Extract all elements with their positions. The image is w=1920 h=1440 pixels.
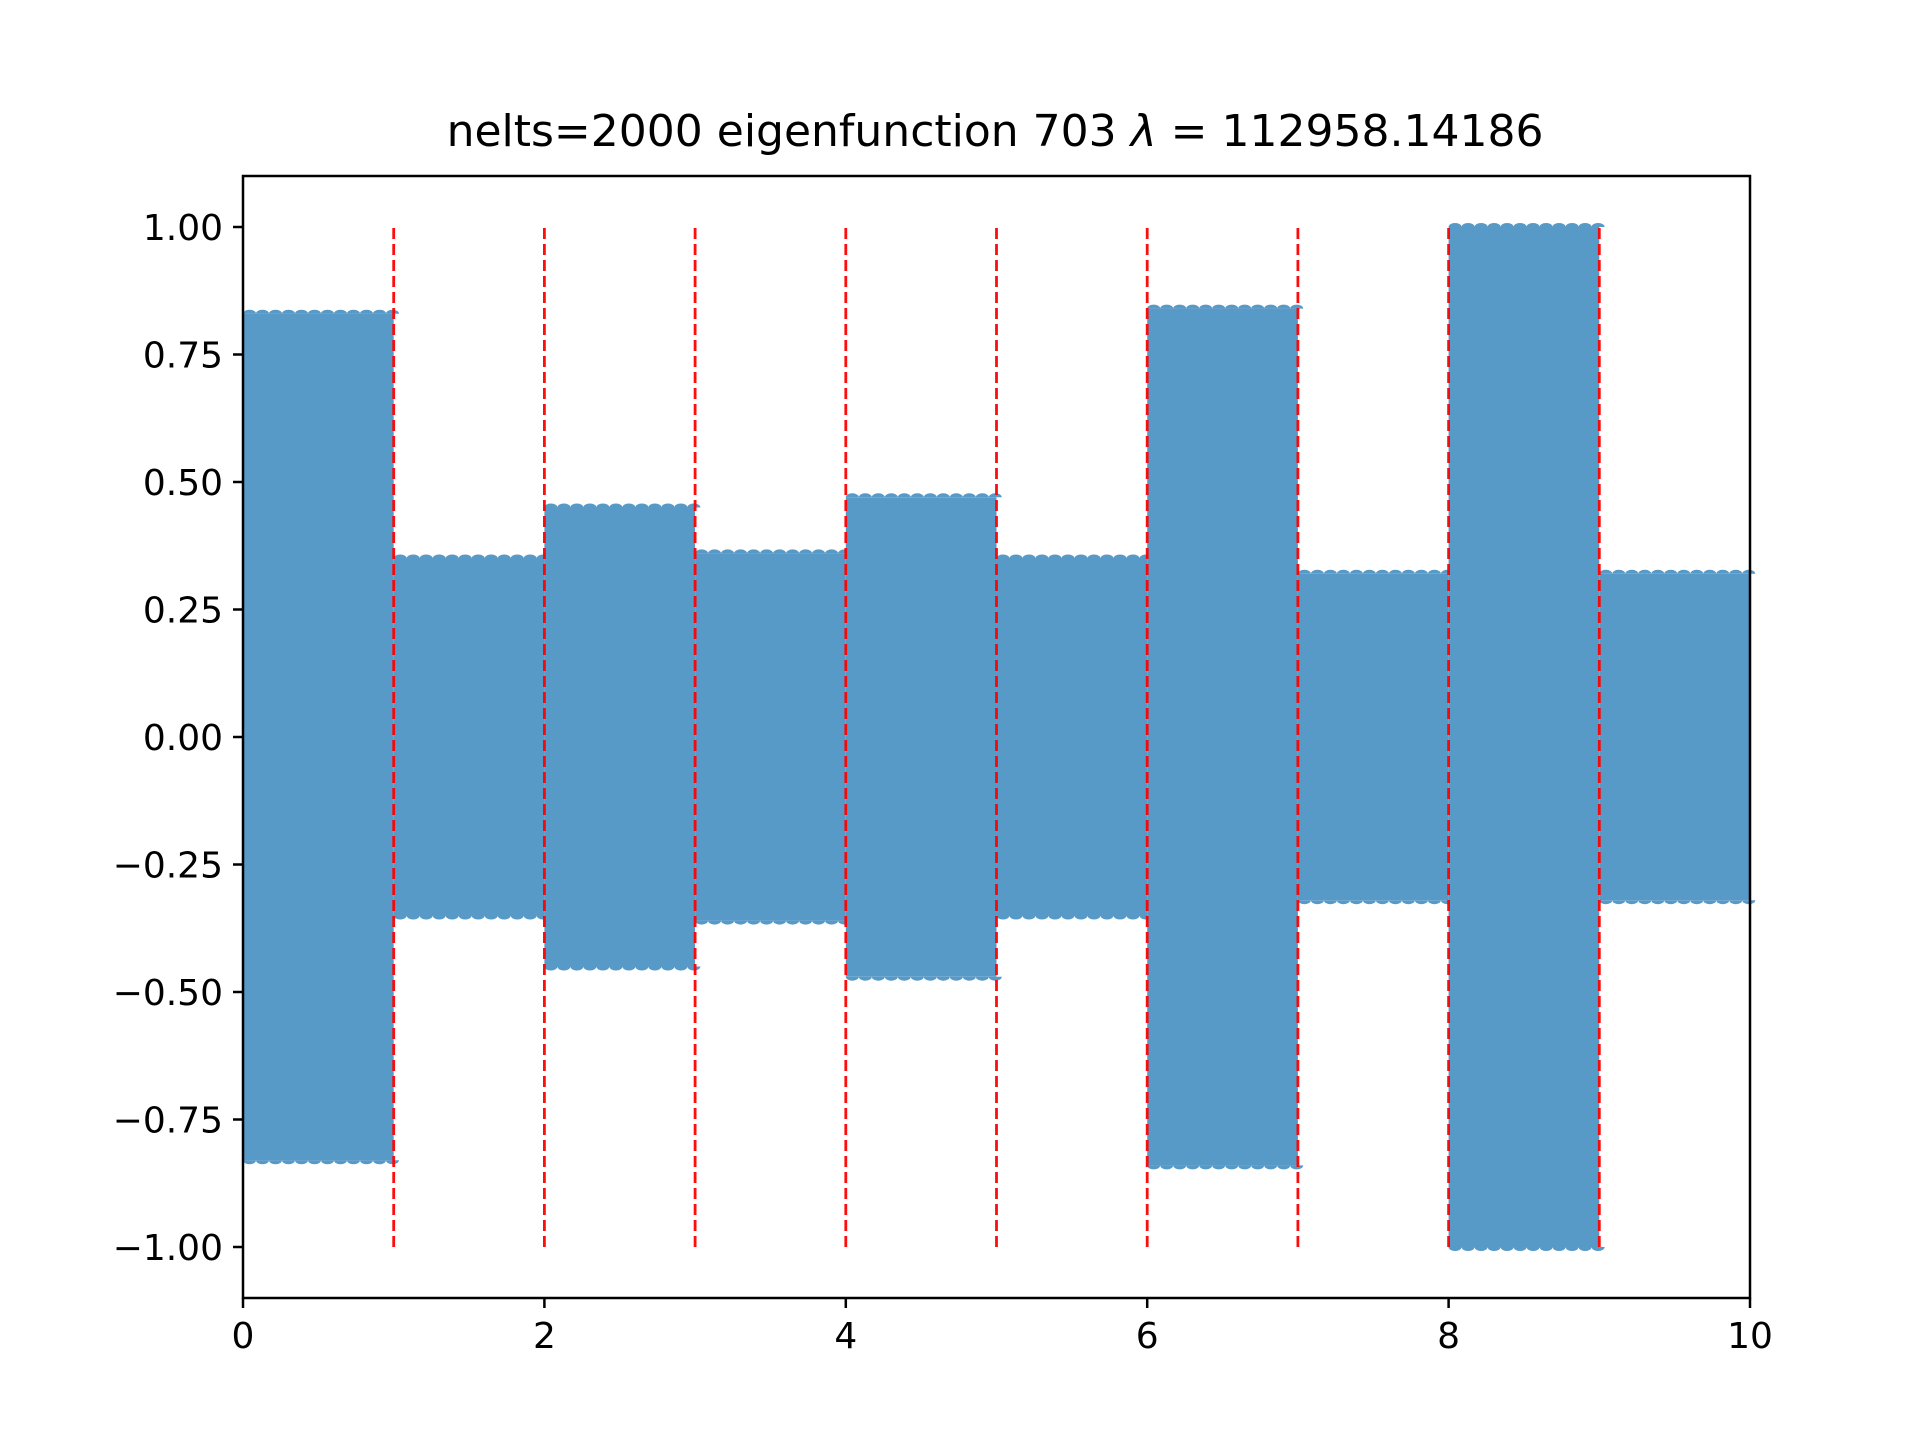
- segment-bottom-edge: [1297, 900, 1454, 905]
- x-axis: 0 2 4 6 8 10: [232, 1298, 1773, 1357]
- y-tick-label-2: 0.75: [143, 336, 223, 377]
- y-tick-label-8: −0.75: [113, 1101, 223, 1142]
- segment-bottom-edge: [393, 915, 550, 920]
- segment-envelope: [544, 507, 696, 967]
- title-equals: =: [1157, 106, 1222, 157]
- y-tick-label-3: 0.50: [143, 463, 223, 504]
- segment-bottom-edge: [695, 920, 852, 925]
- plot-area: [243, 223, 1756, 1251]
- segment-bottom-edge: [845, 976, 1002, 981]
- title-lambda-value: 112958.14186: [1222, 106, 1544, 157]
- series-segment-9: [1448, 223, 1605, 1251]
- chart-title: nelts=2000 eigenfunction 703 λ = 112958.…: [447, 106, 1544, 157]
- segment-top-edge: [695, 549, 852, 554]
- segment-envelope: [1599, 573, 1750, 901]
- segment-bottom-edge: [1147, 1165, 1304, 1170]
- x-tick-label-3: 4: [834, 1316, 857, 1357]
- x-tick-label-5: 8: [1437, 1316, 1460, 1357]
- segment-top-edge: [243, 309, 399, 314]
- series-segment-8: [1297, 569, 1454, 905]
- segment-bottom-edge: [544, 966, 701, 971]
- y-tick-label-4: 0.25: [143, 591, 223, 632]
- series-segment-3: [544, 503, 701, 971]
- y-tick-label-7: −0.50: [113, 973, 223, 1014]
- segment-bottom-edge: [243, 1160, 399, 1165]
- segment-envelope: [1448, 227, 1600, 1247]
- segment-bottom-edge: [1448, 1247, 1605, 1251]
- segment-top-edge: [845, 493, 1002, 498]
- segment-top-edge: [393, 554, 550, 559]
- y-tick-label-1: 1.00: [143, 208, 223, 249]
- x-tick-label-2: 2: [533, 1316, 556, 1357]
- segment-envelope: [243, 313, 394, 1161]
- segment-envelope: [1297, 573, 1449, 901]
- segment-top-edge: [544, 503, 701, 508]
- segment-top-edge: [996, 554, 1153, 559]
- y-axis: 1.00 0.75 0.50 0.25 0.00 −0.25 −0.50 −0.75 −1.00: [113, 208, 243, 1269]
- segment-envelope: [393, 558, 545, 916]
- segment-top-edge: [1448, 223, 1605, 227]
- y-tick-label-5: 0.00: [143, 718, 223, 759]
- series-segment-7: [1147, 304, 1304, 1170]
- y-tick-label-9: −1.00: [113, 1228, 223, 1269]
- series-segment-4: [695, 549, 852, 925]
- segment-envelope: [695, 553, 846, 921]
- segment-envelope: [996, 558, 1148, 916]
- x-tick-label-4: 6: [1136, 1316, 1159, 1357]
- segment-top-edge: [1147, 304, 1304, 309]
- divider-lines: [392, 227, 1601, 1247]
- segment-top-edge: [1297, 569, 1454, 574]
- series-segment-10: [1599, 569, 1756, 905]
- title-prefix: nelts=2000 eigenfunction 703: [447, 106, 1131, 157]
- x-tick-label-1: 0: [232, 1316, 255, 1357]
- x-tick-label-6: 10: [1727, 1316, 1773, 1357]
- series-segment-5: [845, 493, 1002, 981]
- segment-top-edge: [1599, 569, 1756, 574]
- y-tick-label-6: −0.25: [113, 846, 223, 887]
- series-segment-1: [243, 309, 399, 1165]
- series-segment-6: [996, 554, 1153, 920]
- series-segment-2: [393, 554, 550, 920]
- title-lambda-symbol: λ: [1129, 106, 1157, 157]
- segment-bottom-edge: [1599, 900, 1756, 905]
- segment-bottom-edge: [996, 915, 1153, 920]
- segment-envelope: [1147, 308, 1298, 1166]
- segment-envelope: [845, 497, 997, 977]
